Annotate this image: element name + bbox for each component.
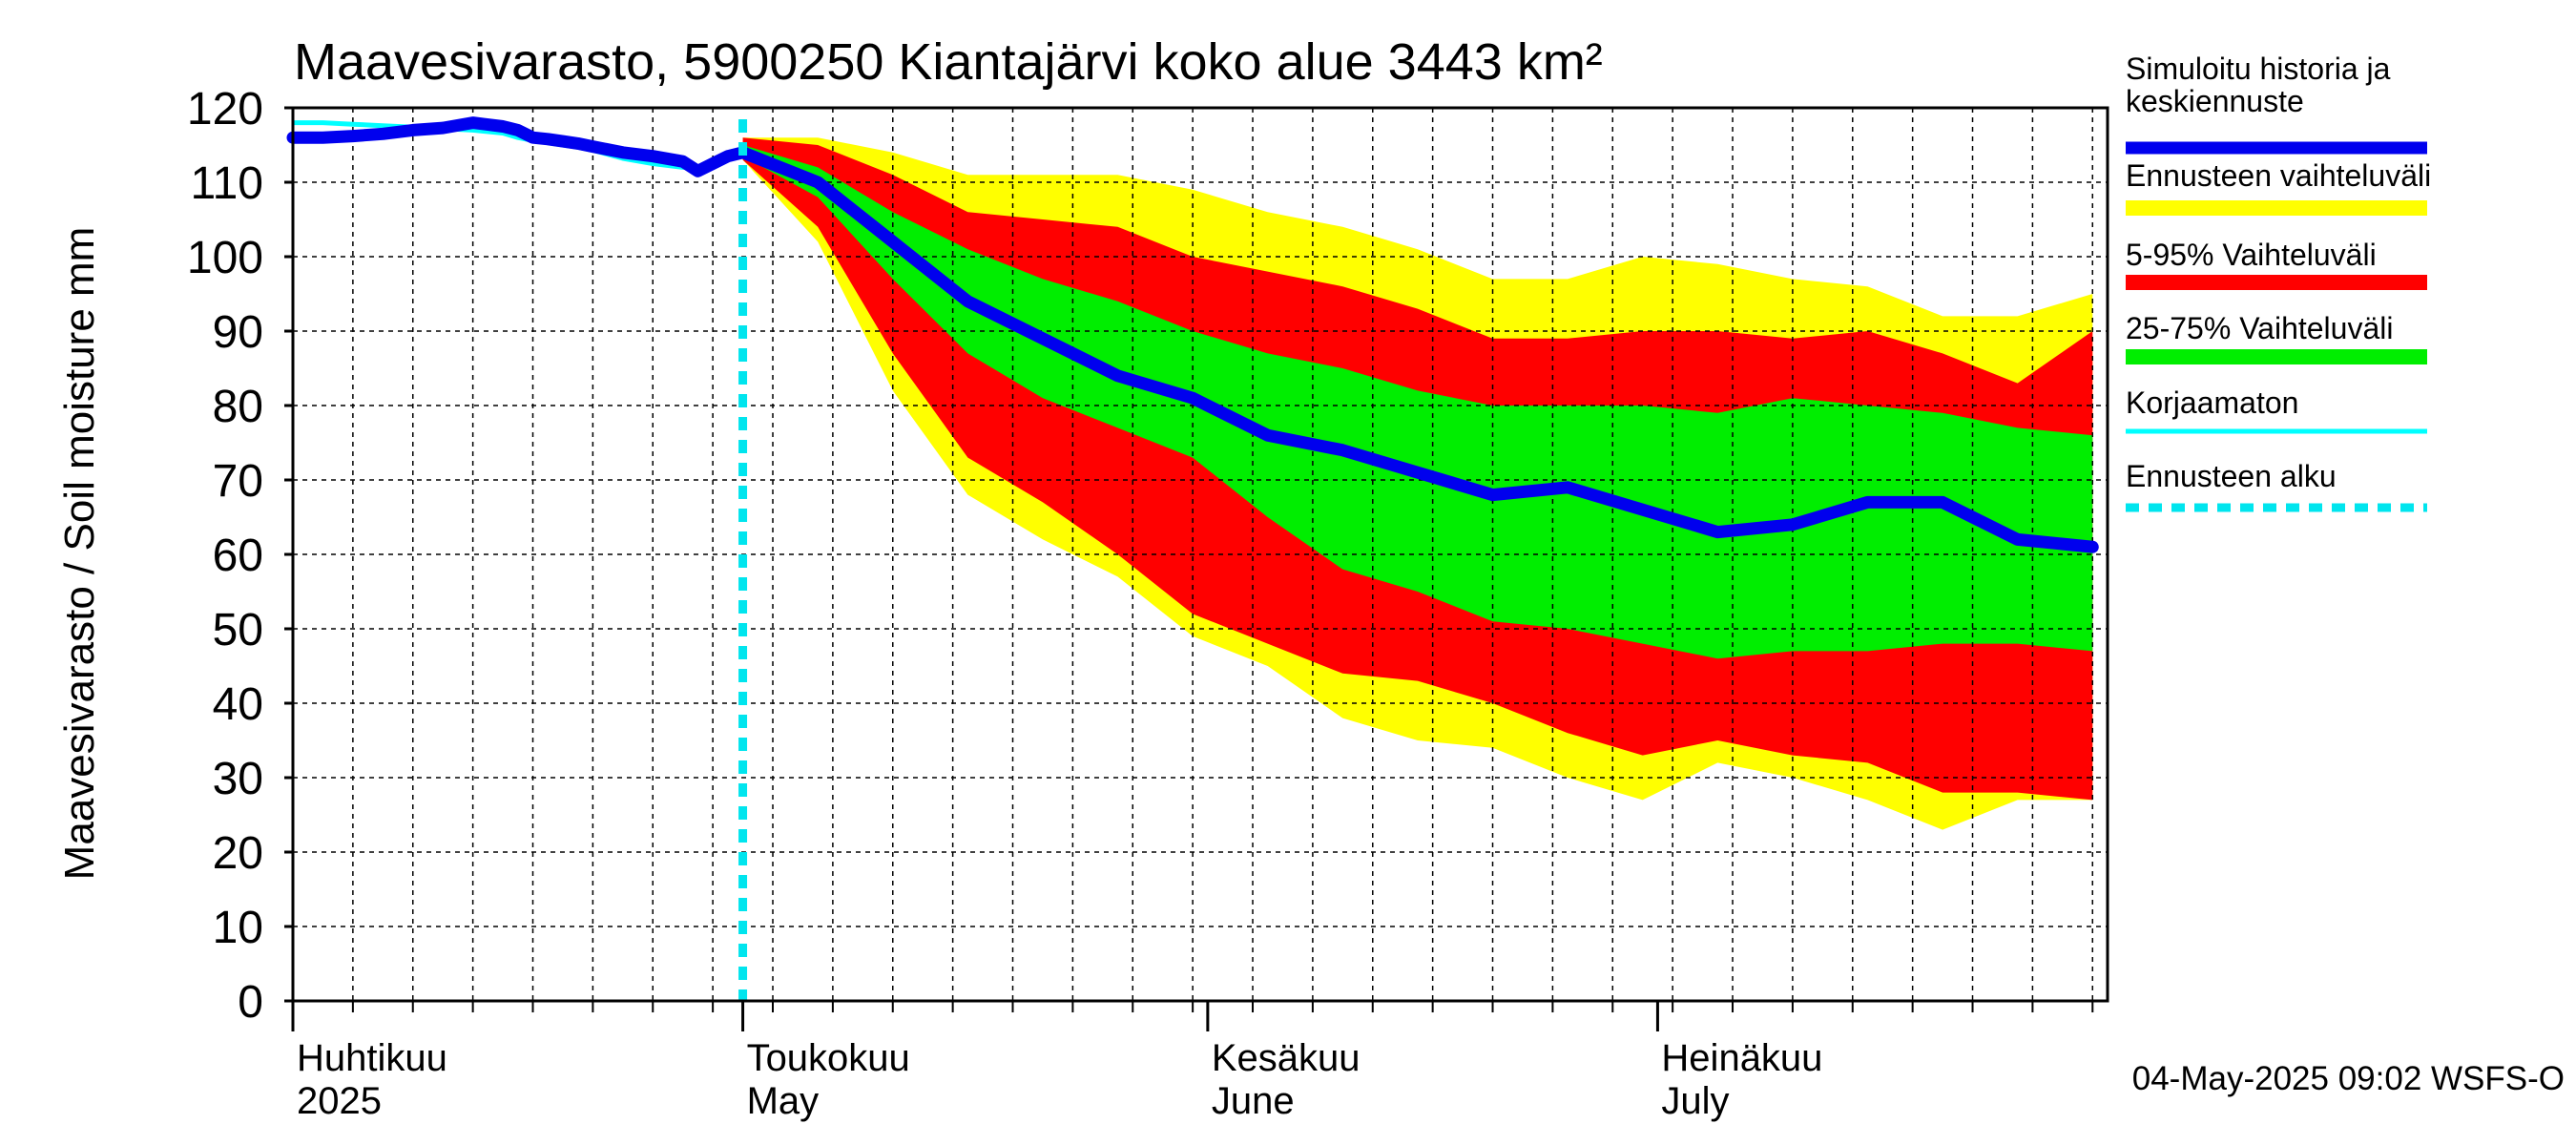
y-tick-label: 70 — [213, 456, 263, 507]
x-month-label-en: June — [1212, 1080, 1295, 1122]
x-month-label: Kesäkuu — [1212, 1037, 1361, 1079]
legend-label: Korjaamaton — [2126, 385, 2298, 420]
y-axis-label: Maavesivarasto / Soil moisture mm — [56, 227, 103, 881]
y-tick-label: 110 — [190, 158, 263, 209]
y-tick-label: 0 — [238, 977, 263, 1028]
legend-label: 5-95% Vaihteluväli — [2126, 238, 2377, 272]
x-month-label: Huhtikuu — [297, 1037, 447, 1079]
y-tick-label: 80 — [213, 382, 263, 432]
legend-label: Simuloitu historia ja — [2126, 52, 2391, 86]
series-mean-forecast — [286, 116, 2099, 553]
y-tick-label: 120 — [187, 84, 263, 135]
y-tick-label: 100 — [187, 233, 263, 283]
y-tick-label: 10 — [213, 903, 263, 953]
x-month-label: Toukokuu — [747, 1037, 910, 1079]
y-tick-label: 90 — [213, 307, 263, 358]
chart-title: Maavesivarasto, 5900250 Kiantajärvi koko… — [294, 33, 1603, 91]
legend-swatch — [2126, 349, 2427, 364]
y-tick-label: 50 — [213, 605, 263, 656]
x-month-label-en: July — [1661, 1080, 1729, 1122]
y-tick-label: 60 — [213, 531, 263, 581]
y-tick-label: 30 — [213, 754, 263, 804]
legend-label-line2: keskiennuste — [2126, 84, 2304, 118]
forecast-bands — [742, 137, 2093, 830]
legend-label: 25-75% Vaihteluväli — [2126, 311, 2393, 345]
legend-swatch — [2126, 200, 2427, 216]
y-tick-label: 40 — [213, 679, 263, 730]
x-month-label-en: May — [747, 1080, 820, 1122]
legend-label: Ennusteen vaihteluväli — [2126, 158, 2431, 193]
x-month-label-en: 2025 — [297, 1080, 382, 1122]
footer-timestamp: 04-May-2025 09:02 WSFS-O — [2132, 1060, 2565, 1097]
legend-label: Ennusteen alku — [2126, 459, 2337, 493]
y-tick-label: 20 — [213, 828, 263, 879]
axes: 0 10 20 30 40 50 60 70 80 90 100 110 120 Huhtikuu2025… — [187, 84, 2094, 1122]
legend-swatch — [2126, 275, 2427, 290]
series-lines — [286, 116, 2099, 1001]
x-month-label: Heinäkuu — [1661, 1037, 1822, 1079]
